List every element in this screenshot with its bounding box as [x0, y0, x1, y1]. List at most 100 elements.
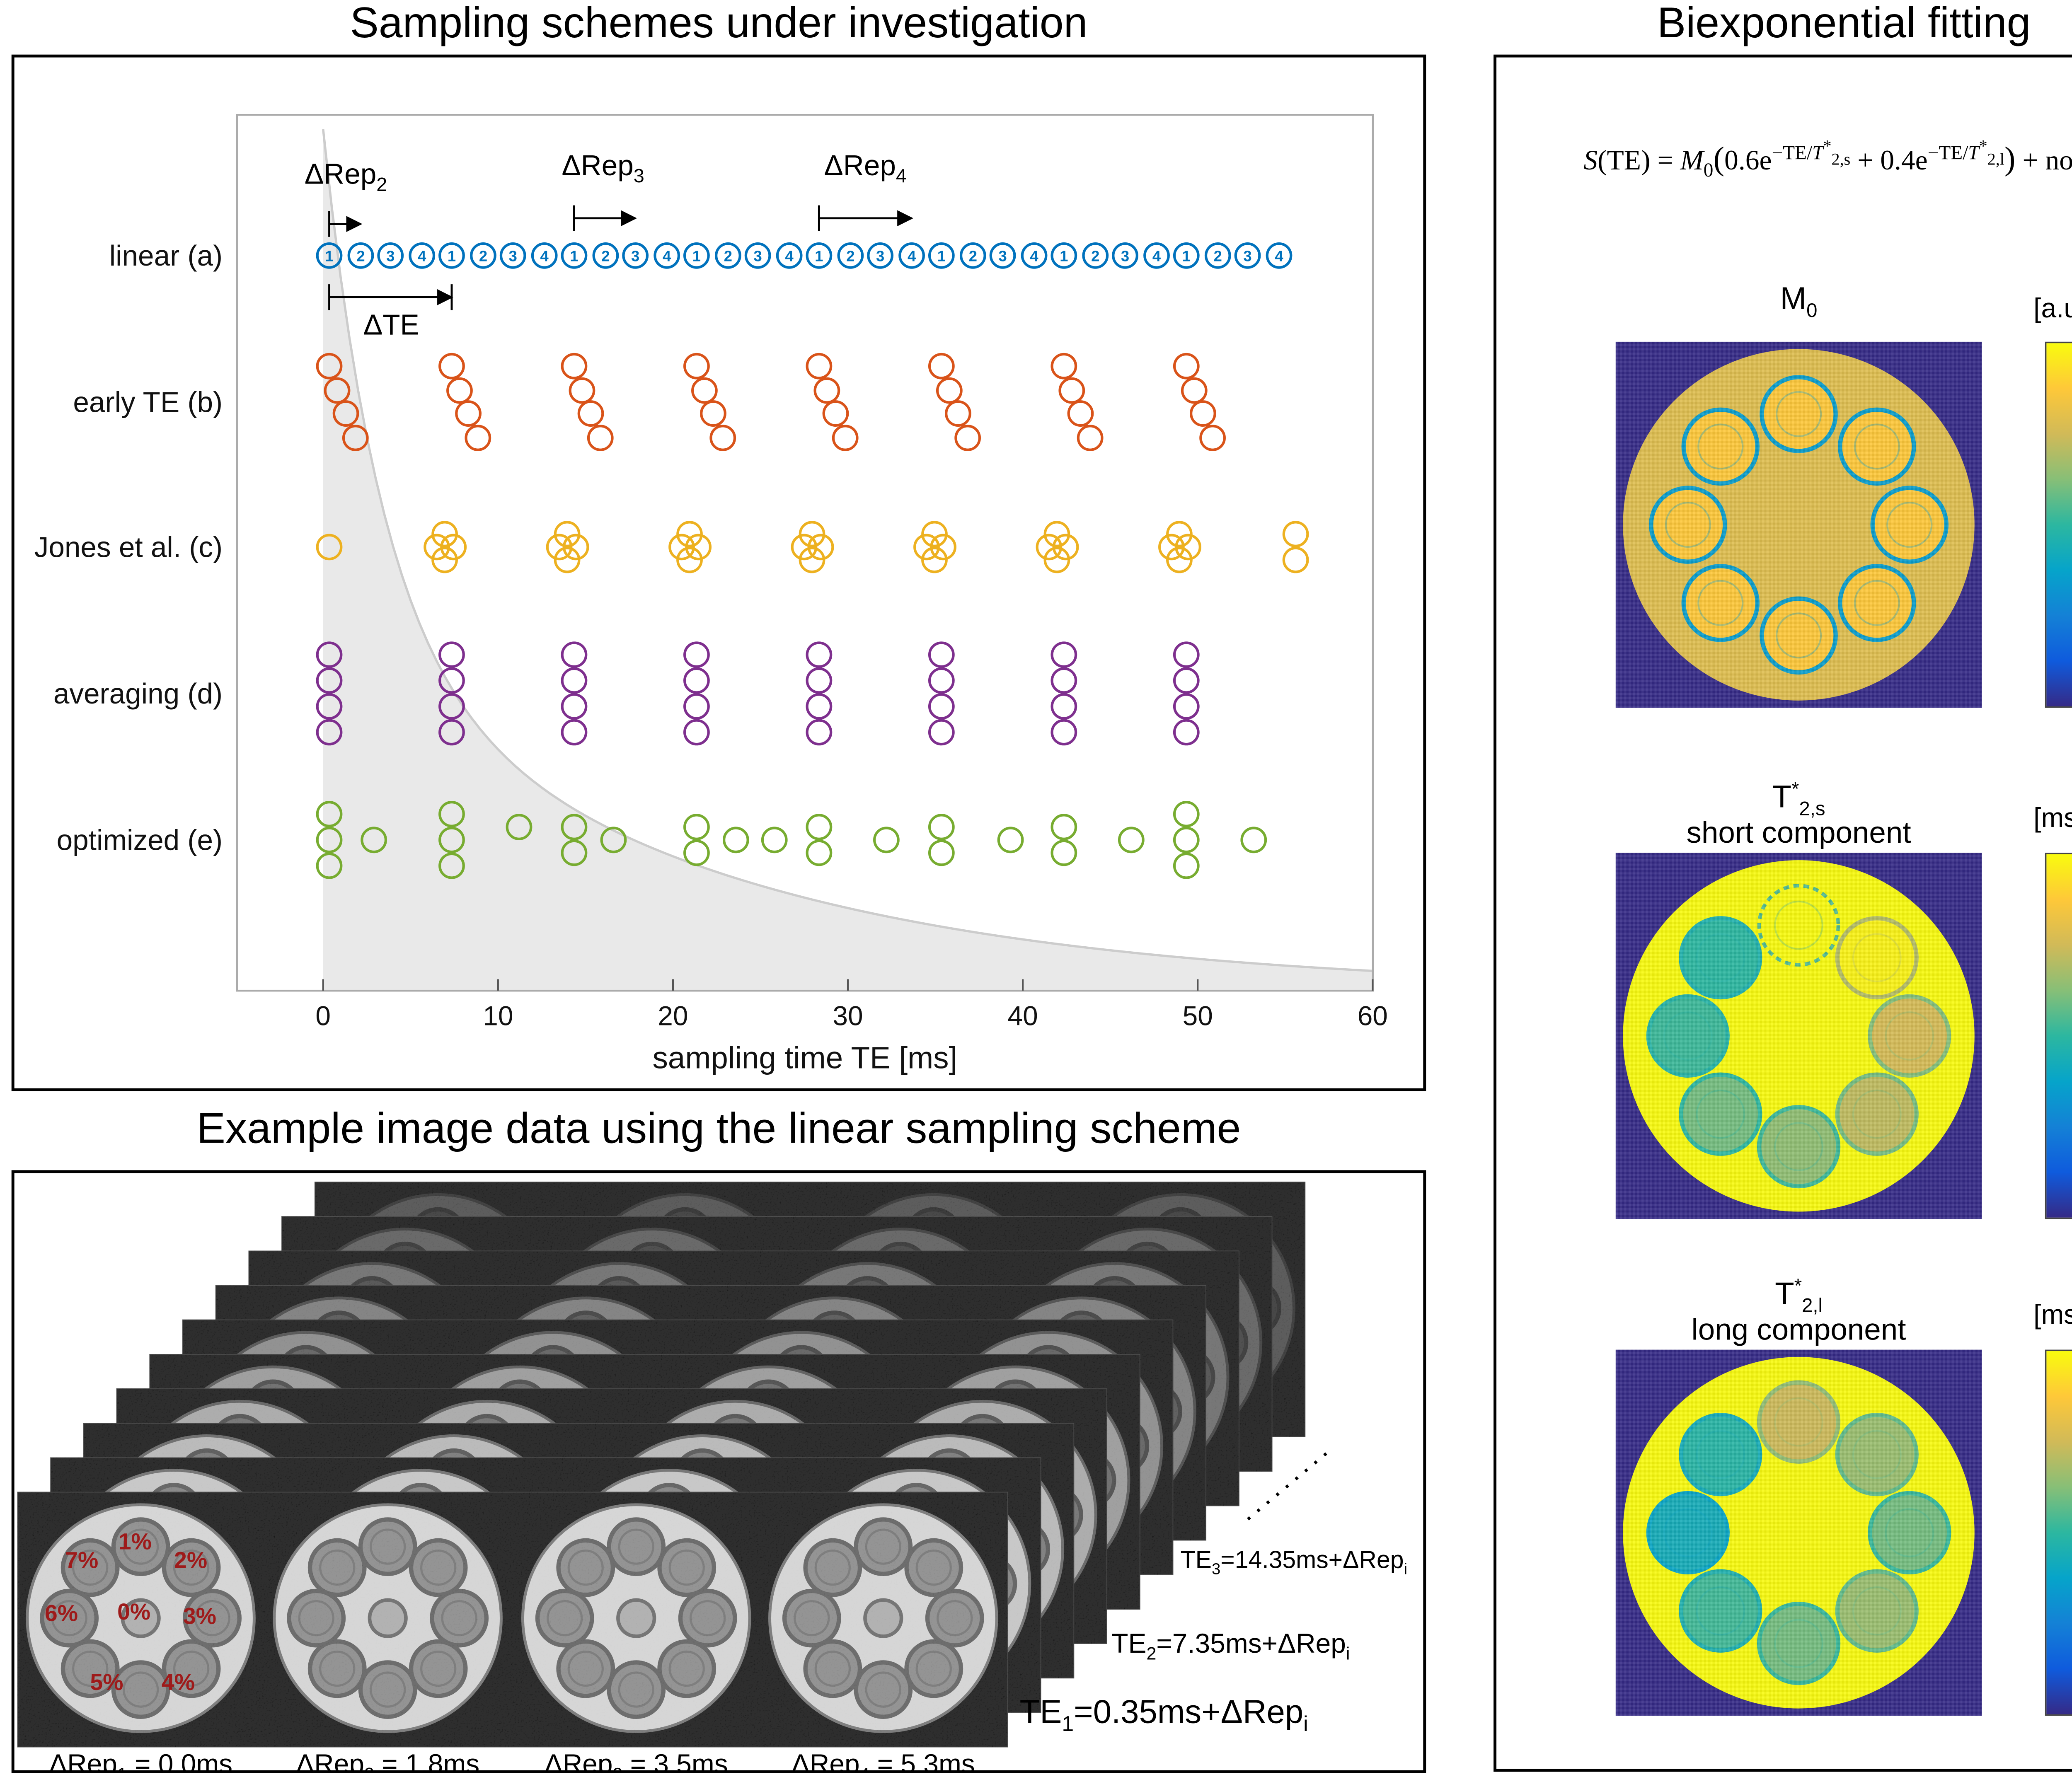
delta-rep-3-label: ΔRep3 — [562, 149, 644, 186]
sample-marker — [1173, 719, 1200, 746]
map-tube — [1868, 1491, 1951, 1575]
t2l-colorbar — [2045, 1349, 2072, 1716]
sample-marker — [898, 242, 925, 269]
formula-part: −TE/ — [1772, 141, 1813, 163]
sample-marker — [446, 377, 473, 404]
map-tube-ring — [1885, 1011, 1934, 1061]
map-tube-ring — [1696, 1430, 1745, 1480]
map-tube — [1649, 486, 1727, 564]
sample-marker-number: 3 — [1121, 248, 1129, 265]
sample-marker — [554, 546, 581, 573]
sample-marker — [1077, 425, 1104, 451]
map-tube-ring — [1854, 580, 1900, 626]
sample-marker — [577, 400, 604, 427]
formula-part: −TE/T*2,s — [1772, 136, 1851, 168]
sample-marker — [332, 400, 359, 427]
sample-marker-number: 4 — [663, 248, 671, 265]
sample-marker — [1240, 827, 1267, 853]
delta-rep-4-label: ΔRep4 — [824, 149, 907, 186]
sample-marker-number: 2 — [356, 248, 365, 265]
sample-marker — [569, 377, 595, 404]
map-tube — [1838, 407, 1916, 486]
map-tube-ring — [1885, 1508, 1934, 1557]
sample-marker — [316, 801, 343, 827]
signal-decay-area — [323, 129, 1373, 991]
m0-unit-label: [a.u.] — [2033, 294, 2072, 325]
map-tube-ring — [1852, 1089, 1902, 1139]
map-tube — [1757, 884, 1840, 967]
sample-marker — [761, 827, 788, 853]
map-tube — [1757, 1105, 1841, 1189]
formula-part: = — [1650, 146, 1680, 177]
sample-marker — [867, 242, 894, 269]
map-tube-ring — [1774, 1397, 1823, 1447]
sample-marker — [930, 534, 956, 561]
sample-marker — [806, 242, 833, 269]
sample-marker — [342, 425, 369, 451]
map-tube-ring — [1852, 933, 1902, 982]
sample-marker — [1052, 534, 1079, 561]
sampling-panel: 0 10 20 30 40 50 60 sampling time TE [ms] linear… — [11, 54, 1426, 1091]
map-tube-ring — [1852, 1430, 1902, 1480]
sample-marker — [799, 546, 825, 573]
formula-part: + noise — [2022, 146, 2072, 177]
sample-marker — [1173, 827, 1200, 853]
sample-marker — [622, 242, 649, 269]
formula-part: T — [1968, 141, 1979, 163]
sample-marker — [1173, 852, 1200, 879]
map-title-symbol: M — [1780, 280, 1807, 317]
sample-marker-number: 1 — [937, 248, 946, 265]
sample-marker — [676, 546, 703, 573]
sample-marker — [654, 242, 680, 269]
sample-marker — [1173, 641, 1200, 668]
map-tube — [1835, 916, 1919, 1000]
sample-marker — [1158, 534, 1185, 561]
formula-part: + — [1850, 146, 1881, 177]
sample-marker — [1058, 377, 1085, 404]
sample-marker-number: 2 — [724, 248, 732, 265]
sample-marker — [546, 534, 573, 561]
t2s-map-title: T*2,s — [1616, 778, 1982, 820]
map-tube — [1835, 1413, 1919, 1496]
sample-marker — [561, 839, 588, 866]
sample-marker — [683, 242, 710, 269]
map-title-sup: * — [1791, 778, 1799, 800]
sample-marker-number: 3 — [631, 248, 639, 265]
formula-part: −TE/T*2,l — [1928, 136, 2004, 168]
sample-marker — [1173, 667, 1200, 694]
sample-marker — [807, 534, 834, 561]
sample-marker-number: 1 — [570, 248, 578, 265]
map-tube-ring — [1852, 1586, 1902, 1636]
t2s-map — [1615, 853, 1982, 1219]
sample-marker — [531, 242, 558, 269]
sample-marker — [562, 534, 589, 561]
sample-marker — [1166, 546, 1193, 573]
map-tube-ring — [1696, 933, 1745, 982]
sample-marker — [813, 377, 840, 404]
fitting-panel: S(TE) = M0(0.6e−TE/T*2,s + 0.4e−TE/T*2,l… — [1493, 54, 2072, 1772]
formula-part: 0.6e — [1724, 146, 1772, 177]
sample-marker — [806, 839, 833, 866]
sample-marker — [554, 521, 581, 548]
sample-marker — [1204, 242, 1231, 269]
sample-marker-number: 4 — [1152, 248, 1161, 265]
sample-marker — [945, 400, 971, 427]
sample-marker — [1118, 827, 1145, 853]
sample-marker — [470, 242, 496, 269]
sample-marker — [913, 534, 940, 561]
sample-marker-number: 2 — [846, 248, 854, 265]
sample-marker — [709, 425, 736, 451]
sample-marker-number: 3 — [754, 248, 762, 265]
sample-marker — [316, 353, 343, 380]
sample-marker — [440, 534, 467, 561]
x-tick-label: 40 — [1008, 1000, 1038, 1031]
delta-rep-2-label: ΔRep2 — [305, 158, 387, 195]
sample-marker — [791, 534, 818, 561]
sample-marker — [1051, 353, 1077, 380]
sample-marker — [683, 641, 710, 668]
sample-marker — [683, 693, 710, 720]
sample-marker — [316, 534, 343, 561]
te-label: TE2=7.35ms+ΔRepi — [1111, 1629, 1350, 1664]
sample-marker-number: 3 — [998, 248, 1007, 265]
sample-marker — [822, 400, 849, 427]
